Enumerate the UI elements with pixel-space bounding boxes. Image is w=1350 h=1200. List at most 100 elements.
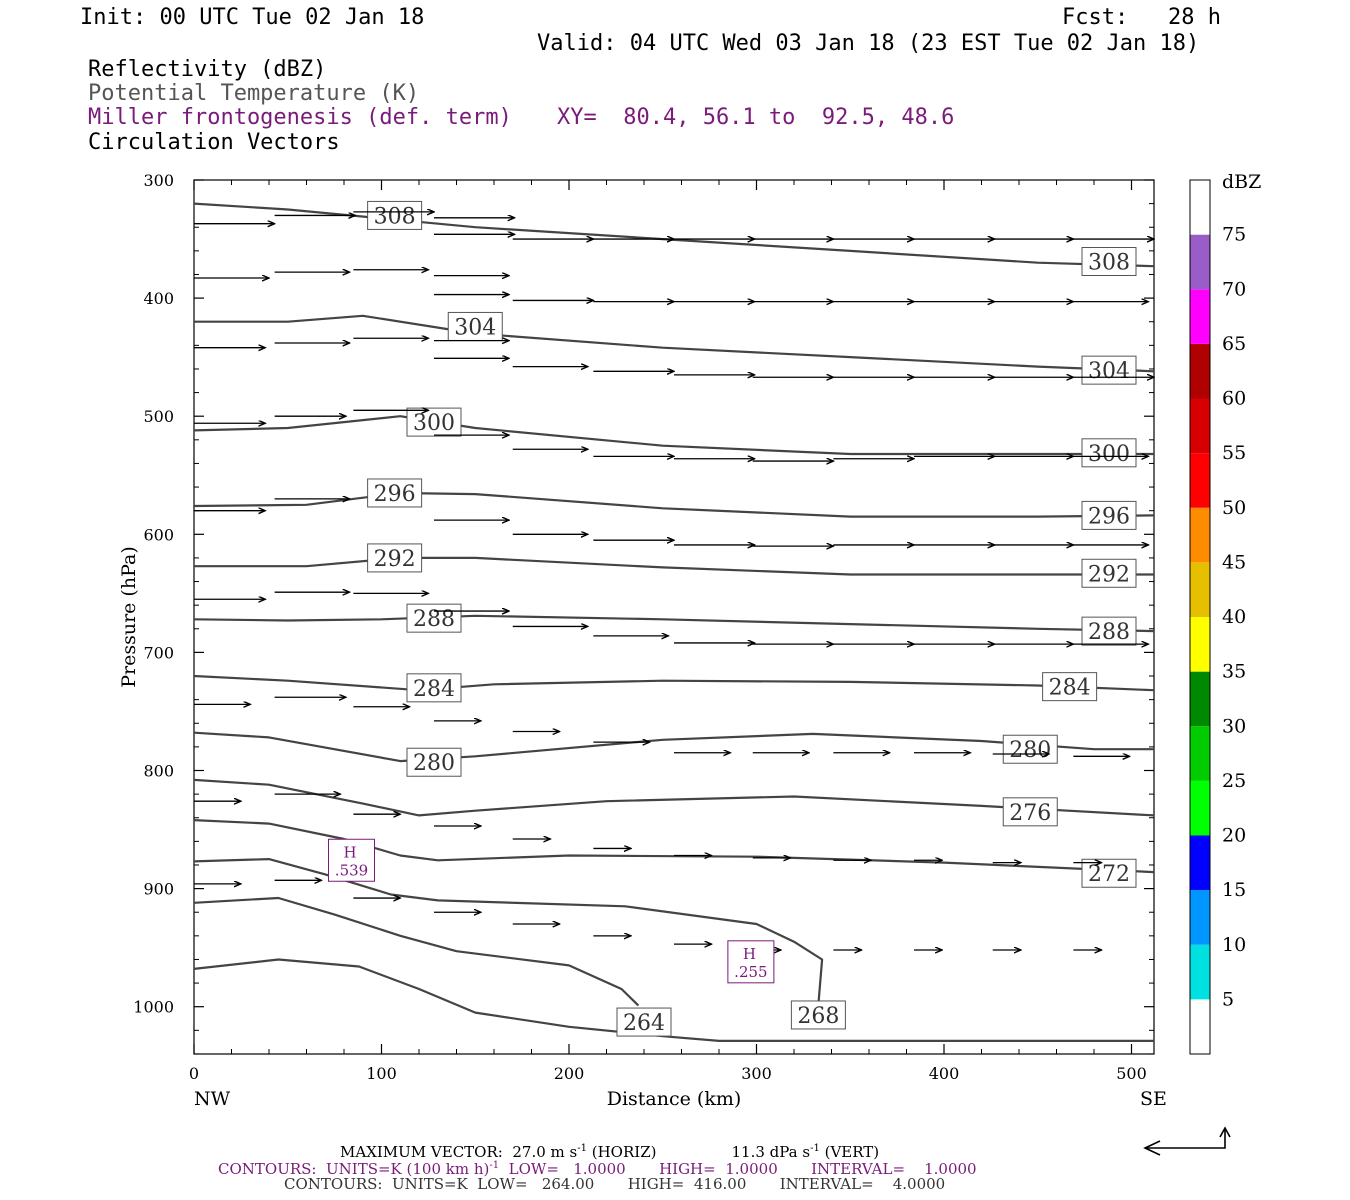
colorbar-swatch [1190,671,1210,727]
footer-contours-theta: CONTOURS: UNITS=K LOW= 264.00 HIGH= 416.… [284,1175,946,1193]
colorbar-level-label: 75 [1222,224,1246,246]
colorbar: 5 10 15 20 25 30 35 40 45 50 55 60 65 70 75 dBZ [1189,171,1261,1055]
cross-section-endpoints: XY= 80.4, 56.1 to 92.5, 48.6 [557,105,955,130]
x-axis-title: Distance (km) [607,1088,742,1110]
colorbar-swatch [1190,453,1210,508]
x-tick-label: 100 [366,1064,397,1083]
isentrope-label-box [447,311,503,341]
isentrope-label-box [1081,438,1137,468]
y-tick-label: 700 [143,643,174,662]
x-label-nw: NW [194,1088,231,1110]
colorbar-swatch [1190,944,1210,1000]
frontogenesis-max-box [328,838,375,882]
plot-frame [193,179,1155,1055]
colorbar-swatch [1190,289,1210,344]
isentrope-label-box [616,1007,672,1037]
max-vector-horiz: MAXIMUM VECTOR: 27.0 m s [340,1143,578,1161]
x-label-se: SE [1140,1088,1167,1110]
field-theta: Potential Temperature (K) [88,81,420,106]
axis-tick-labels: 0 100 200 300 400 500 300 400 500 600 700 800 900 100… [133,171,1146,1083]
isentrope-label-box [406,407,462,437]
isentrope-label-box [1081,355,1137,385]
colorbar-swatch [1190,562,1210,617]
colorbar-swatch [1190,398,1210,454]
colorbar-level-label: 55 [1222,442,1246,464]
colorbar-level-label: 10 [1222,934,1246,956]
colorbar-level-label: 25 [1222,770,1246,792]
isentrope-line [193,491,1155,518]
isentrope-label-box [406,603,462,633]
y-tick-label: 1000 [133,998,174,1017]
colorbar-level-label: 70 [1222,278,1246,300]
frontogenesis-max-box [727,940,775,984]
isentrope-label-box [1081,558,1137,588]
isentrope-line [193,958,1154,1042]
isentrope-label-box [1081,246,1137,276]
isentrope-label: 300 [1088,442,1130,467]
isentrope-label: 288 [1088,620,1130,645]
isentrope-label: 292 [374,547,416,572]
colorbar-swatch [1190,999,1210,1054]
y-tick-label: 900 [143,880,174,899]
x-tick-label: 0 [189,1064,199,1083]
isentrope-line [194,556,1154,576]
max-vector-horiz-tail: (HORIZ) [586,1143,657,1161]
isentrope-label-box [1081,616,1137,646]
field-reflectivity: Reflectivity (dBZ) [88,57,327,82]
isentrope-line [193,858,824,1005]
isentrope-label: 284 [413,677,455,702]
contours1-units: CONTOURS: UNITS=K (100 km h) [218,1160,490,1178]
y-tick-label: 600 [143,525,174,544]
colorbar-level-label: 35 [1222,661,1246,683]
isentrope-label-box [367,543,423,573]
y-tick-label: 500 [143,407,174,426]
isentrope-label: 284 [1049,676,1091,701]
colorbar-level-label: 40 [1222,606,1246,628]
isentrope-label: 304 [1088,359,1130,384]
isentrope-line [193,778,1155,817]
isentrope-label-box [1042,672,1098,702]
colorbar-frame [1189,179,1211,1055]
y-tick-label: 400 [143,289,174,308]
isentrope-line [194,314,1155,373]
isentrope-label: 280 [1009,738,1051,763]
colorbar-swatch [1190,617,1210,672]
frontogenesis-max-label: H [743,945,756,963]
footer-contours-frontogenesis: CONTOURS: UNITS=K (100 km h)-1 LOW= 1.00… [218,1157,977,1178]
isentrope-label-box [790,1000,846,1030]
colorbar-swatch [1190,726,1210,781]
isentrope-label: 296 [1088,504,1130,529]
isentrope-label-box [406,673,462,703]
colorbar-swatch [1190,180,1210,235]
max-vector-vert-unit-exp: -1 [810,1143,820,1154]
max-vector-vert-tail: (VERT) [819,1143,880,1161]
colorbar-swatch [1190,507,1210,563]
contours1-unit-exp: -1 [489,1160,500,1171]
isentrope-label: 304 [454,315,496,340]
circulation-vectors [194,212,1154,950]
colorbar-swatch [1190,835,1210,891]
colorbar-swatch [1190,890,1210,945]
colorbar-swatch [1190,780,1210,836]
isentrope-label: 280 [413,751,455,776]
colorbar-level-label: 65 [1222,333,1246,355]
reference-vector [1143,1126,1231,1156]
contours1-range: LOW= 1.0000 HIGH= 1.0000 INTERVAL= 1.000… [499,1160,977,1178]
field-frontogenesis: Miller frontogenesis (def. term) [88,105,512,130]
isentrope-line [193,819,1155,874]
isentrope-line [193,674,1155,692]
x-tick-label: 300 [741,1064,772,1083]
x-tick-label: 200 [554,1064,585,1083]
init-time: Init: 00 UTC Tue 02 Jan 18 [80,5,425,30]
colorbar-level-label: 60 [1222,388,1246,410]
y-tick-label: 300 [143,171,174,190]
x-tick-label: 500 [1116,1064,1147,1083]
footer-max-vector: MAXIMUM VECTOR: 27.0 m s -1 (HORIZ) 11.3 d… [340,1140,879,1161]
isentrope-label: 272 [1088,862,1130,887]
isentrope-label: 292 [1088,562,1130,587]
isentrope-label-box [1002,797,1058,827]
max-vector-vert: 11.3 dPa s [731,1143,811,1161]
frontogenesis-max-label: H [344,843,357,861]
